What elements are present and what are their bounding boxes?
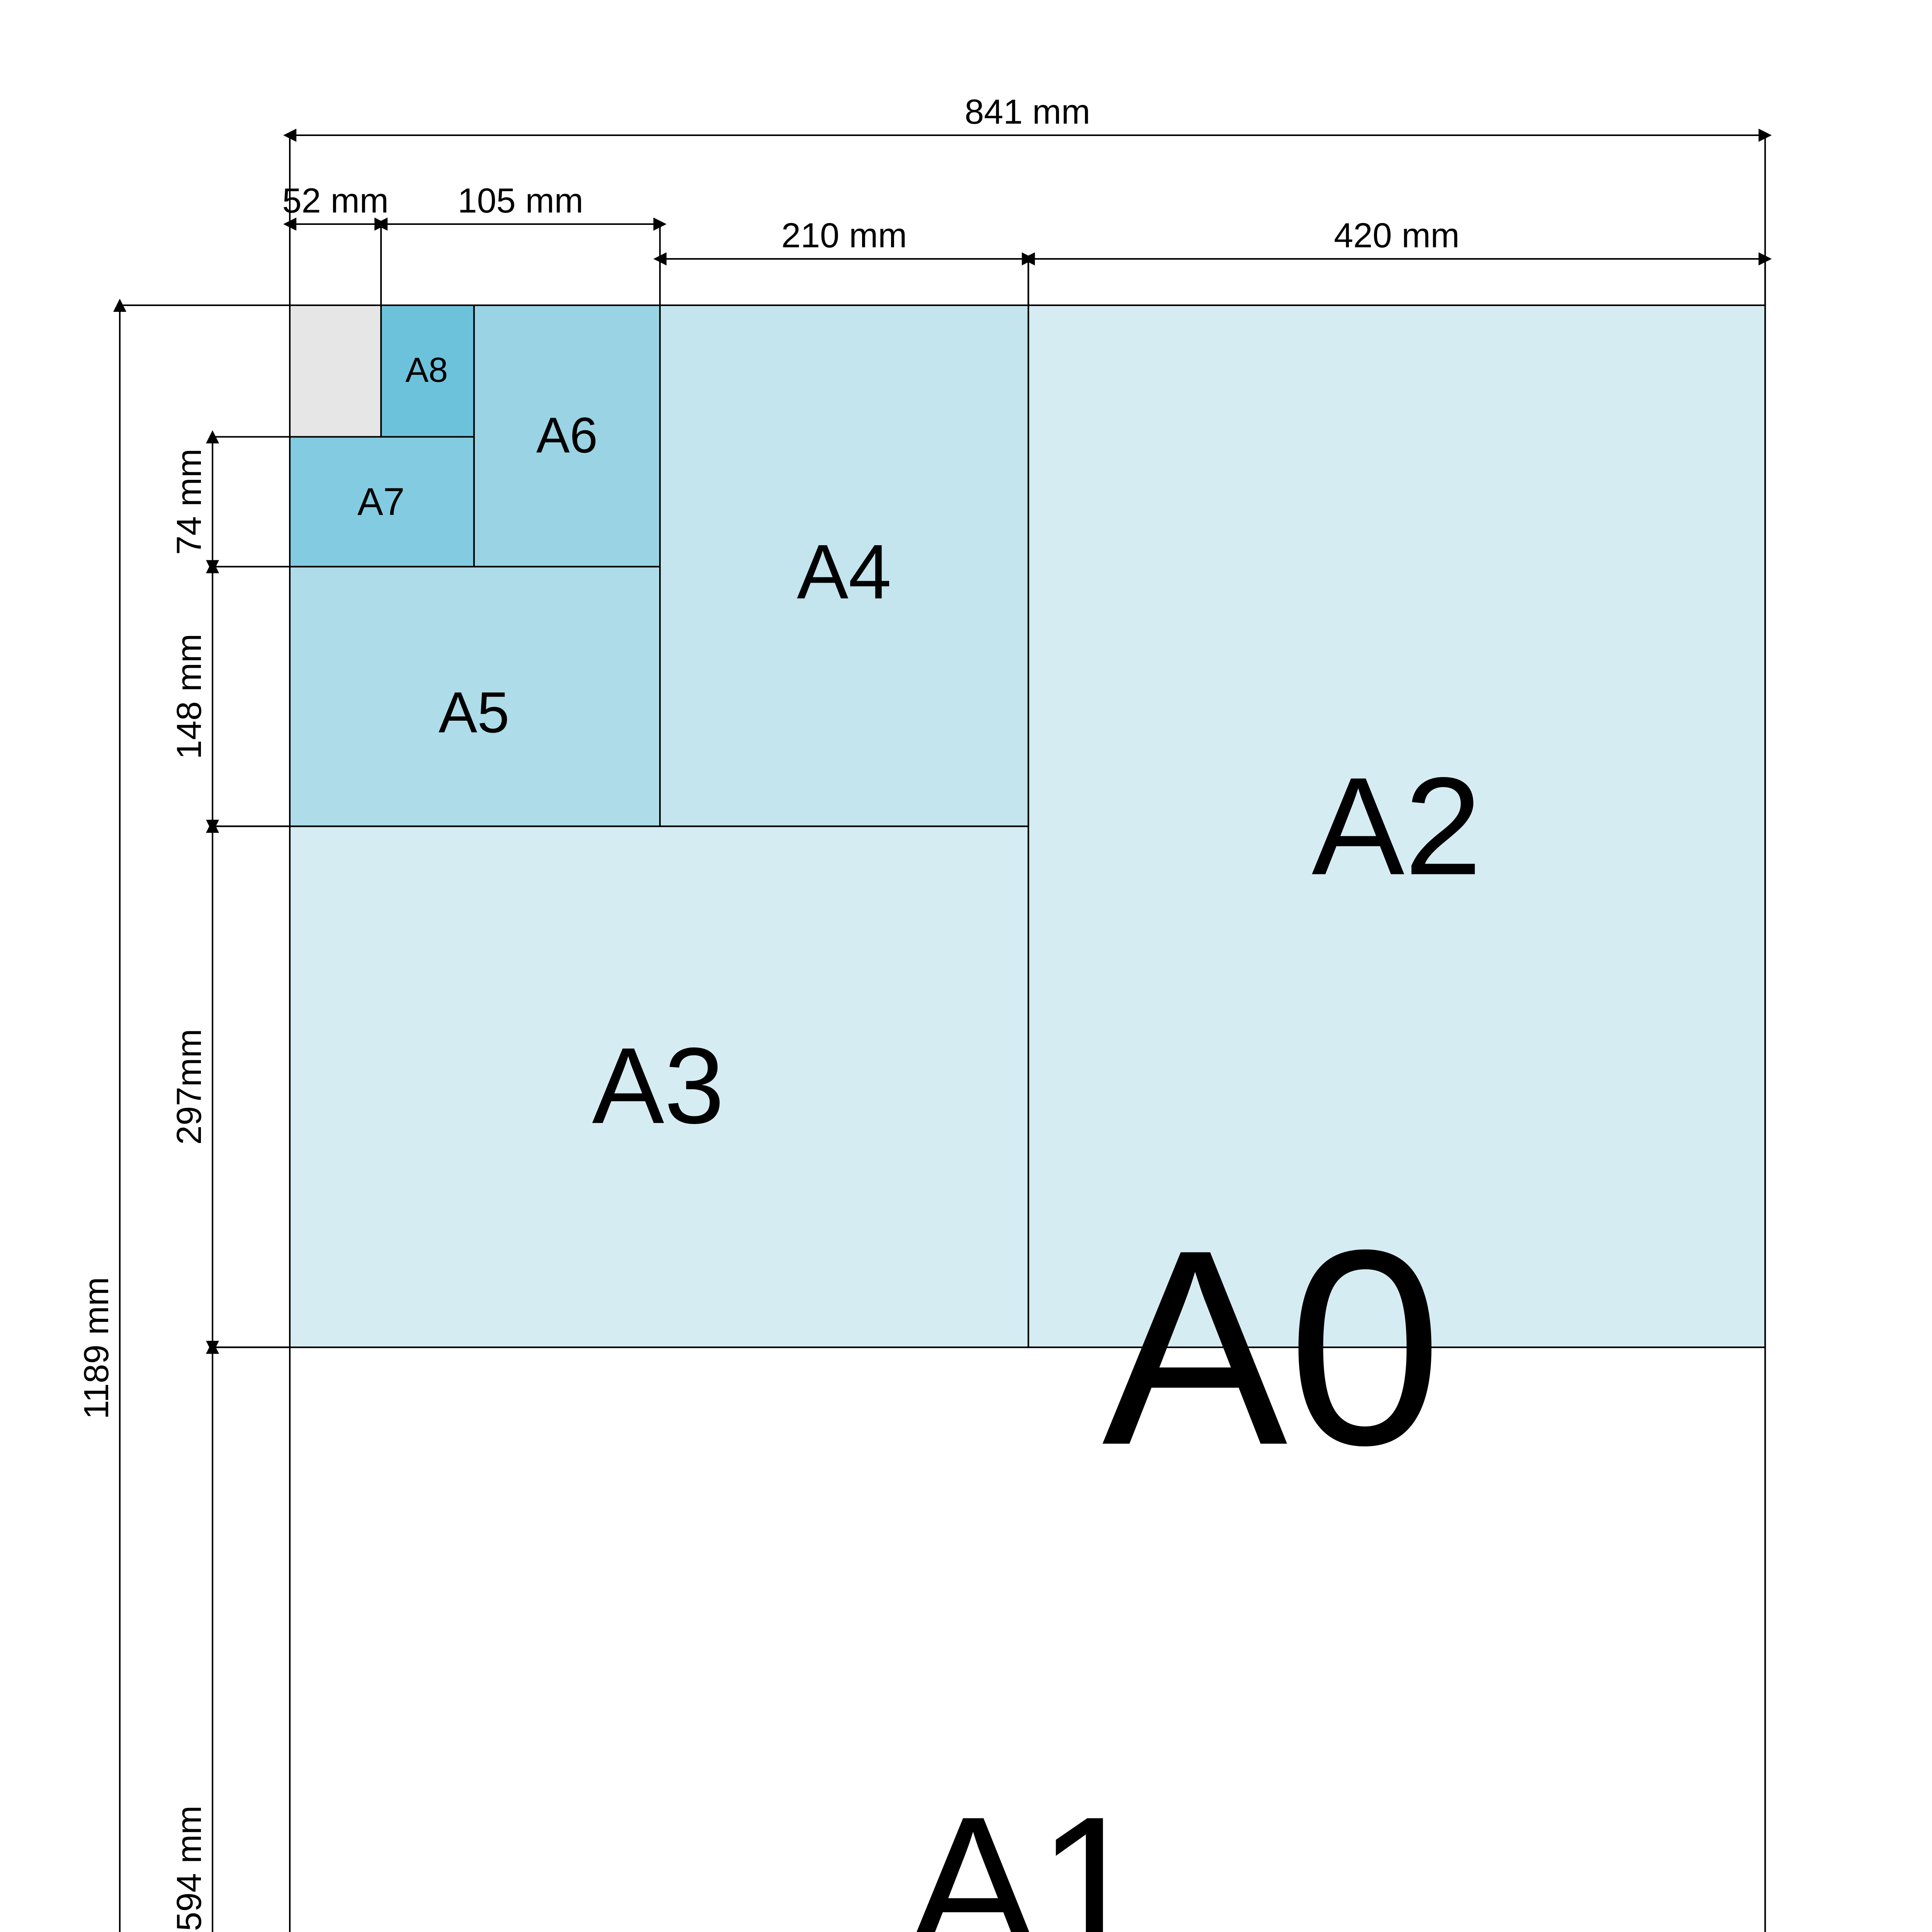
dim-v-1: 74 mm: [170, 449, 209, 555]
label-A5: A5: [439, 680, 509, 745]
dim-v-3: 297mm: [170, 1029, 209, 1145]
label-A0: A0: [1102, 1192, 1442, 1503]
dim-h-4: 420 mm: [1334, 216, 1459, 255]
dim-h-0: 841 mm: [965, 93, 1090, 131]
dim-v-0: 1189 mm: [77, 1277, 116, 1419]
label-A7: A7: [357, 480, 405, 523]
paper-size-diagram: A0 A1 A2 A3 A4 A5 A6 A7 A8 841 mm 52 mm 105 mm 210 m…: [0, 0, 1932, 1932]
dim-h-1: 52 mm: [282, 182, 389, 220]
dim-v-2: 148 mm: [170, 634, 209, 759]
label-A6: A6: [536, 407, 598, 463]
label-A2: A2: [1312, 748, 1482, 904]
dim-h-2: 105 mm: [457, 182, 583, 220]
label-A3: A3: [592, 1026, 724, 1146]
paper-rects: [290, 305, 1765, 1932]
label-A8: A8: [405, 351, 448, 389]
dim-v-4: 594 mm: [170, 1806, 209, 1931]
dim-h-3: 210 mm: [781, 216, 907, 255]
label-A4: A4: [797, 529, 891, 615]
label-A1: A1: [908, 1776, 1145, 1932]
paper-rest: [290, 305, 381, 437]
